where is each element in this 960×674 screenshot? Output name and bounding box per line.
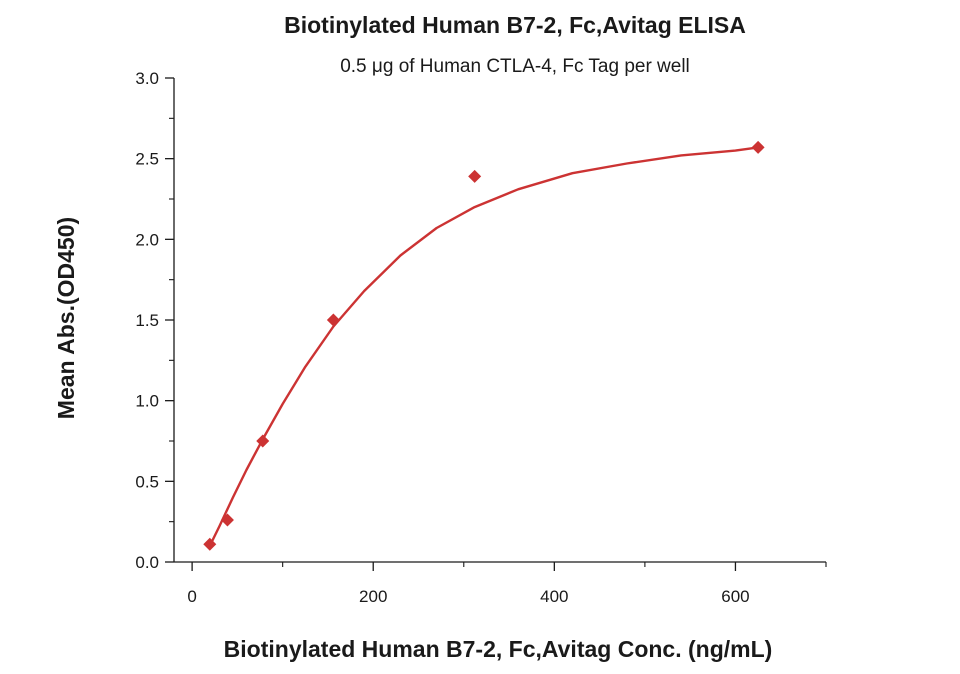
x-tick-label: 200 (359, 587, 387, 606)
chart-subtitle: 0.5 μg of Human CTLA-4, Fc Tag per well (340, 56, 690, 77)
data-point (220, 513, 234, 527)
x-tick-label: 600 (721, 587, 749, 606)
y-tick-label: 0.5 (135, 472, 159, 491)
data-point (326, 313, 340, 327)
data-points (203, 140, 765, 551)
y-tick-label: 3.0 (135, 69, 159, 88)
y-tick-label: 2.0 (135, 230, 159, 249)
y-tick-label: 0.0 (135, 553, 159, 572)
y-tick-label: 2.5 (135, 150, 159, 169)
axes: 0.0 0.5 1.0 1.5 2.0 2.5 3.0 0 200 400 600 (135, 69, 827, 606)
y-tick-label: 1.0 (135, 392, 159, 411)
y-tick-label: 1.5 (135, 311, 159, 330)
data-point (203, 537, 217, 551)
chart-title: Biotinylated Human B7-2, Fc,Avitag ELISA (284, 12, 746, 38)
data-point (256, 434, 270, 448)
x-tick-label: 400 (540, 587, 568, 606)
data-point (751, 140, 765, 154)
fit-curve (208, 146, 759, 547)
fit-curve-group (208, 146, 759, 547)
x-axis-label: Biotinylated Human B7-2, Fc,Avitag Conc.… (224, 636, 773, 662)
y-axis-label: Mean Abs.(OD450) (53, 217, 79, 419)
x-tick-label: 0 (187, 587, 196, 606)
data-point (468, 169, 482, 183)
